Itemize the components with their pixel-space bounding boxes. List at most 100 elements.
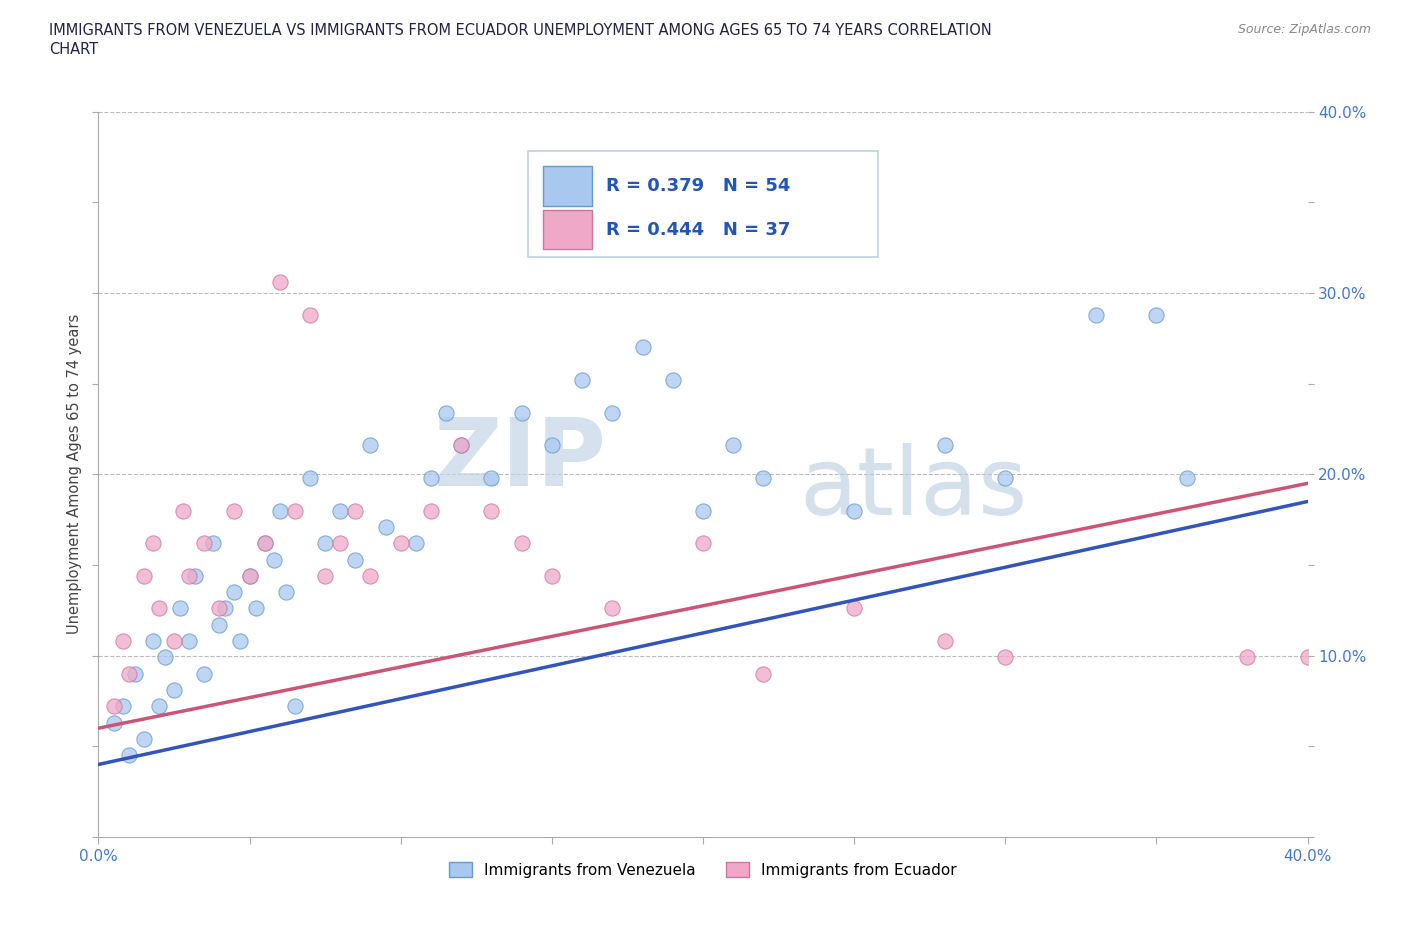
Point [263,675,285,690]
Point [752,631,775,645]
Y-axis label: Unemployment Among Ages 65 to 74 years: Unemployment Among Ages 65 to 74 years [66,314,82,634]
Point [631,558,654,573]
Text: IMMIGRANTS FROM VENEZUELA VS IMMIGRANTS FROM ECUADOR UNEMPLOYMENT AMONG AGES 65 : IMMIGRANTS FROM VENEZUELA VS IMMIGRANTS … [49,23,993,38]
Point [571,576,593,591]
Point [103,757,125,772]
Point [692,648,714,663]
Point [434,594,457,609]
Text: CHART: CHART [49,42,98,57]
Point [389,312,412,327]
Point [314,684,336,699]
Point [723,612,745,627]
Text: ZIP: ZIP [433,414,606,506]
Point [934,721,956,736]
Point [179,721,201,736]
Point [1085,539,1108,554]
Point [111,757,134,772]
Point [450,612,472,627]
Text: atlas: atlas [800,443,1028,535]
Point [179,684,201,699]
Point [360,684,382,699]
Point [214,703,236,718]
FancyBboxPatch shape [543,166,592,206]
Point [284,648,307,663]
Point [163,748,186,763]
Point [510,667,533,682]
Point [844,703,866,718]
Point [132,776,155,790]
Point [193,667,215,682]
Point [239,684,262,699]
Point [169,703,191,718]
Point [405,667,427,682]
Point [602,703,624,718]
Point [1296,730,1319,745]
Point [1357,503,1379,518]
Point [450,612,472,627]
Point [344,675,367,690]
Point [420,648,443,663]
Point [103,766,125,781]
Point [142,721,165,736]
Point [360,612,382,627]
Point [299,539,322,554]
Text: R = 0.379   N = 54: R = 0.379 N = 54 [606,178,790,195]
Point [245,703,267,718]
Point [132,684,155,699]
Point [481,648,503,663]
Point [994,730,1017,745]
Point [269,648,291,663]
Point [329,667,352,682]
Point [934,612,956,627]
Point [344,648,367,663]
Point [602,594,624,609]
Text: R = 0.444   N = 37: R = 0.444 N = 37 [606,220,790,239]
Point [661,576,683,591]
Point [208,711,231,726]
Point [299,631,322,645]
Point [184,684,207,699]
Point [253,667,276,682]
Point [111,721,134,736]
Point [208,703,231,718]
Point [239,684,262,699]
Point [540,612,562,627]
Point [540,684,562,699]
Point [994,631,1017,645]
Point [284,757,307,772]
Point [1144,539,1167,554]
Point [844,648,866,663]
Point [1175,631,1198,645]
Point [374,658,396,672]
Point [118,784,141,799]
FancyBboxPatch shape [543,209,592,249]
Point [329,648,352,663]
Point [148,757,170,772]
Point [420,631,443,645]
Point [269,521,291,536]
Legend: Immigrants from Venezuela, Immigrants from Ecuador: Immigrants from Venezuela, Immigrants fr… [443,856,963,884]
Point [224,694,246,709]
Point [752,738,775,753]
Point [142,667,165,682]
Point [253,667,276,682]
Point [124,738,146,753]
Point [229,721,252,736]
Point [163,721,186,736]
Point [202,667,225,682]
Point [224,648,246,663]
Text: Source: ZipAtlas.com: Source: ZipAtlas.com [1237,23,1371,36]
Point [389,667,412,682]
Point [118,738,141,753]
Point [148,703,170,718]
Point [510,594,533,609]
Point [193,738,215,753]
Point [481,631,503,645]
Point [692,667,714,682]
Point [172,648,194,663]
Point [153,730,176,745]
FancyBboxPatch shape [527,152,879,257]
Point [1085,322,1108,337]
Point [314,667,336,682]
Point [284,249,307,264]
